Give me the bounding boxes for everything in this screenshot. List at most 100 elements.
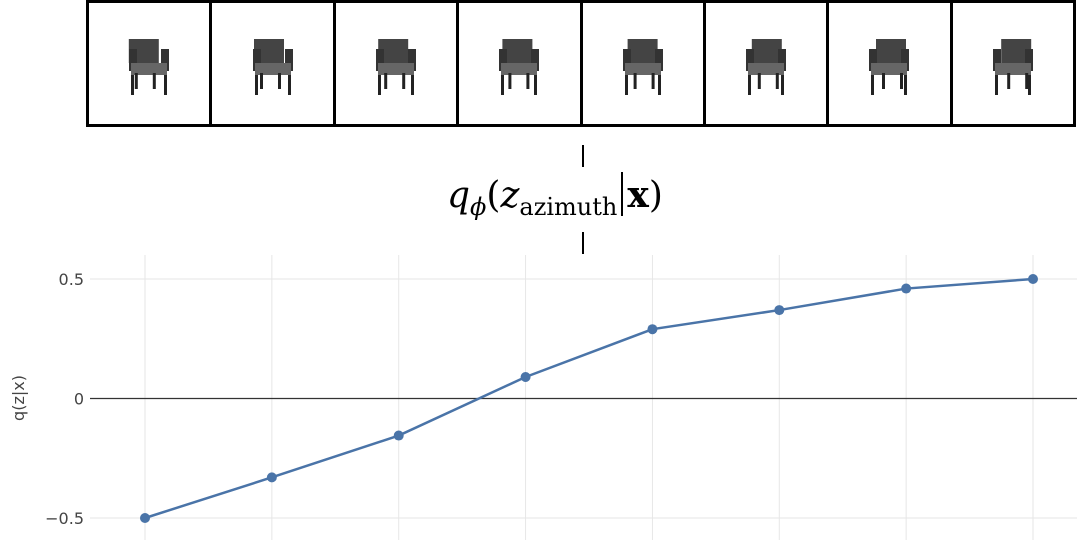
chair-part — [377, 62, 414, 75]
thumbnail-2 — [212, 0, 336, 127]
y-tick-label: 0.5 — [59, 270, 84, 289]
chair-part — [131, 62, 168, 75]
chair-part — [152, 72, 156, 89]
chair-part — [1024, 48, 1033, 71]
thumbnail-7 — [829, 0, 953, 127]
connector-line-bottom — [582, 232, 584, 254]
chair-icon — [499, 38, 540, 95]
chair-part — [624, 74, 628, 95]
chair-part — [410, 74, 414, 95]
chair-part — [277, 72, 281, 89]
formula-bar — [621, 172, 624, 216]
chair-part — [871, 74, 875, 95]
chair-part — [287, 74, 291, 95]
chair-part — [992, 48, 1001, 71]
chair-part — [627, 38, 658, 63]
encoder-formula: qϕ(zazimuth x) — [447, 172, 663, 232]
chair-icon — [746, 38, 787, 95]
chair-part — [882, 72, 886, 89]
chair-part — [1007, 72, 1011, 89]
chair-part — [781, 74, 785, 95]
chair-part — [254, 62, 291, 75]
chair-part — [748, 62, 785, 75]
chair-part — [746, 48, 755, 71]
chair-part — [1027, 74, 1031, 95]
chair-part — [131, 74, 135, 95]
data-point[interactable] — [647, 324, 658, 335]
chair-part — [633, 72, 637, 89]
chair-part — [651, 72, 655, 89]
chair-part — [526, 72, 530, 89]
chair-part — [407, 48, 416, 71]
chair-icon — [992, 38, 1033, 95]
chair-part — [252, 48, 261, 71]
chair-icon — [128, 38, 170, 95]
chair-part — [375, 48, 384, 71]
formula-close-paren: ) — [648, 175, 663, 216]
chair-part — [901, 48, 910, 71]
thumbnail-3 — [335, 0, 460, 127]
chair-part — [871, 62, 908, 75]
chair-part — [284, 48, 293, 71]
chair-part — [994, 62, 1031, 75]
formula-phi: ϕ — [470, 193, 487, 222]
chair-icon — [622, 38, 663, 95]
chair-part — [508, 72, 512, 89]
chair-part — [904, 74, 908, 95]
chair-part — [994, 74, 998, 95]
thumbnail-5 — [582, 0, 706, 127]
formula-q: q — [447, 175, 471, 216]
chair-part — [748, 74, 752, 95]
chair-part — [622, 48, 631, 71]
chair-part — [531, 48, 540, 71]
chair-part — [384, 72, 388, 89]
chair-part — [377, 74, 381, 95]
chair-part — [129, 48, 138, 71]
chair-part — [751, 38, 782, 63]
y-tick-label: −0.5 — [45, 509, 84, 528]
data-point[interactable] — [901, 283, 912, 294]
chair-part — [900, 72, 904, 89]
data-point[interactable] — [520, 371, 531, 382]
chair-part — [1025, 72, 1029, 89]
connector-line-top — [582, 145, 584, 167]
chair-part — [654, 48, 663, 71]
y-tick-label: 0 — [74, 390, 84, 409]
chair-part — [757, 72, 761, 89]
formula-subscript: azimuth — [519, 193, 618, 222]
chair-part — [161, 48, 170, 71]
chair-part — [254, 74, 258, 95]
chair-part — [657, 74, 661, 95]
data-point[interactable] — [393, 430, 404, 441]
formula-open-paren: ( — [486, 175, 501, 216]
chair-part — [624, 62, 661, 75]
data-point[interactable] — [266, 472, 277, 483]
chair-part — [869, 48, 878, 71]
chair-part — [502, 38, 533, 63]
thumbnail-1 — [86, 0, 213, 127]
thumbnail-4 — [459, 0, 583, 127]
thumbnail-6 — [705, 0, 830, 127]
data-point[interactable] — [774, 305, 785, 316]
chair-icon — [252, 38, 293, 95]
chair-icon — [375, 38, 416, 95]
data-point[interactable] — [140, 513, 150, 523]
azimuth-line-chart: 0.5 0 −0.5 q(z|x) — [9, 255, 1077, 540]
chair-part — [534, 74, 538, 95]
chair-part — [134, 72, 138, 89]
chair-icon — [869, 38, 910, 95]
chair-part — [259, 72, 263, 89]
chair-part — [501, 62, 538, 75]
chair-part — [499, 48, 508, 71]
chair-part — [775, 72, 779, 89]
data-point[interactable] — [1028, 274, 1038, 284]
chair-part — [501, 74, 505, 95]
thumbnail-8 — [952, 0, 1076, 127]
chair-part — [778, 48, 787, 71]
formula-x: x — [627, 174, 649, 216]
y-axis-label: q(z|x) — [9, 375, 28, 421]
chair-part — [402, 72, 406, 89]
series-line — [144, 277, 1034, 520]
chair-part — [164, 74, 168, 95]
chair-view-strip — [86, 0, 1076, 127]
